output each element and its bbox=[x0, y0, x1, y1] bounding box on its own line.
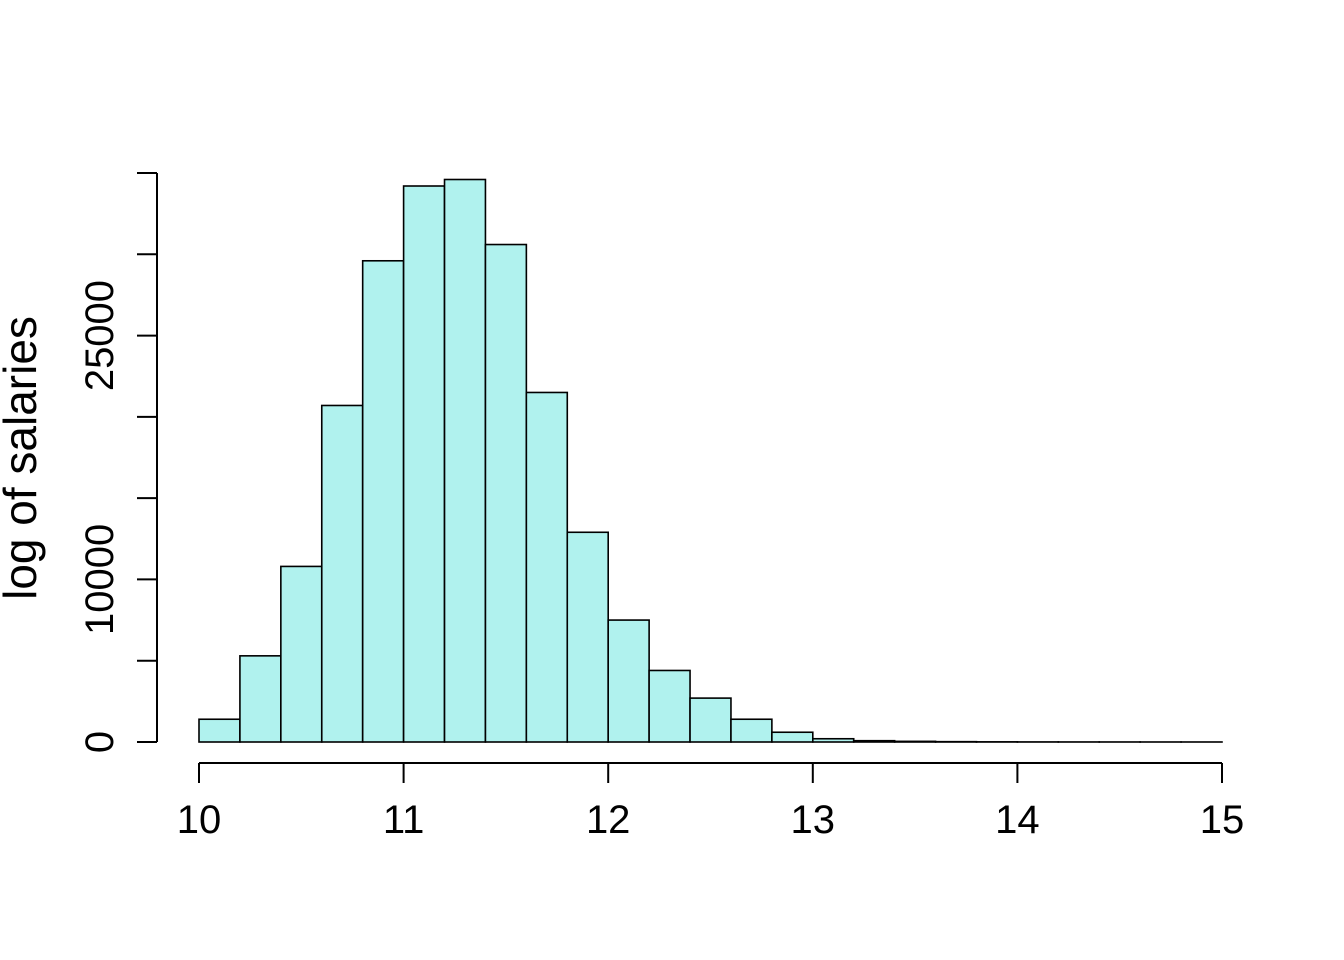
histogram-bar bbox=[198, 718, 241, 743]
histogram-bar bbox=[566, 531, 610, 743]
histogram-bar bbox=[730, 718, 773, 743]
x-tick-label: 10 bbox=[177, 798, 222, 842]
histogram-bar bbox=[320, 404, 364, 743]
histogram-bar bbox=[525, 391, 569, 743]
histogram-bar bbox=[280, 565, 323, 743]
histogram-bar bbox=[648, 669, 691, 743]
y-tick-label: 0 bbox=[78, 731, 122, 753]
x-tick-label: 13 bbox=[791, 798, 836, 842]
histogram-bar bbox=[402, 185, 446, 743]
x-tick-label: 11 bbox=[383, 798, 425, 842]
x-tick-label: 14 bbox=[995, 798, 1040, 842]
histogram-bar bbox=[689, 697, 732, 743]
x-tick-label: 15 bbox=[1200, 798, 1245, 842]
y-axis-title: log of salaries bbox=[0, 316, 46, 600]
histogram-bar bbox=[239, 655, 282, 743]
y-tick-label: 25000 bbox=[78, 280, 122, 391]
histogram-bar bbox=[852, 739, 896, 743]
histogram-bar bbox=[607, 619, 650, 743]
x-axis: 10 11 12 13 14 15 bbox=[177, 762, 1245, 842]
x-tick-label: 12 bbox=[586, 798, 631, 842]
histogram-bar bbox=[771, 731, 814, 743]
histogram-bar bbox=[893, 740, 937, 743]
histogram-bar bbox=[443, 178, 487, 743]
histogram-bar bbox=[361, 259, 405, 743]
bars-group bbox=[198, 178, 1223, 743]
histogram-bar bbox=[484, 243, 528, 743]
y-axis: 0 10000 25000 bbox=[78, 172, 158, 753]
y-tick-label: 10000 bbox=[78, 524, 122, 635]
histogram-bar bbox=[811, 737, 855, 743]
